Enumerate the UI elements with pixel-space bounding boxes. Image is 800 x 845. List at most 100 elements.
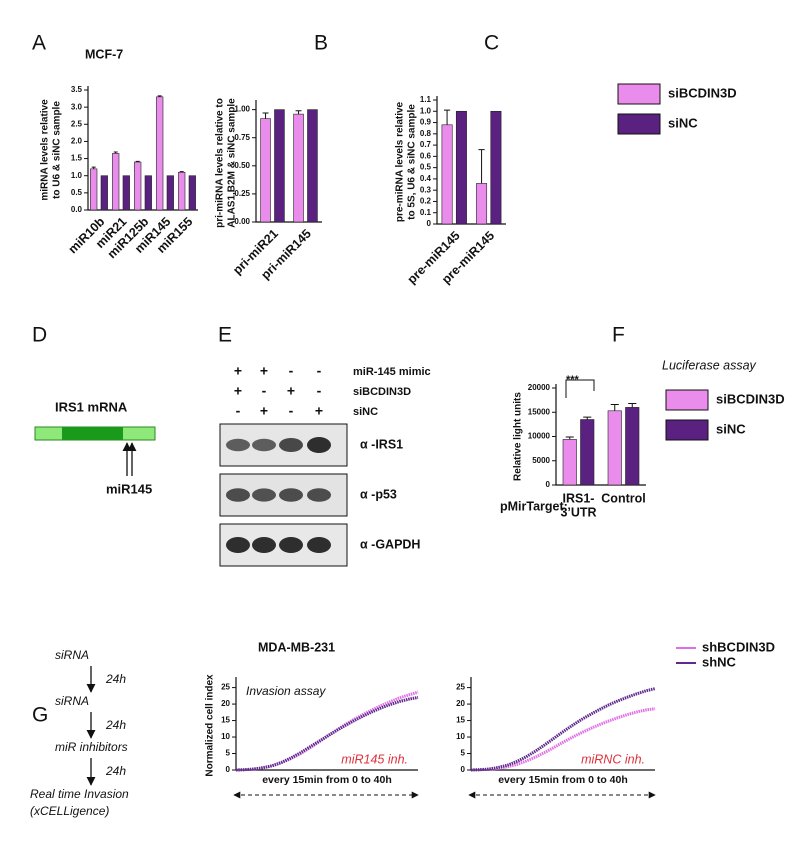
y-tick-label: 0.6 <box>420 151 432 160</box>
step: Real time Invasion <box>30 787 129 801</box>
legend-label: siNC <box>716 421 746 436</box>
x-tick-label: Control <box>601 491 645 505</box>
band <box>279 438 303 452</box>
panel-letter: G <box>32 704 48 727</box>
step: siRNA <box>55 648 89 662</box>
y-tick-label: 0.25 <box>234 189 250 198</box>
legend-swatch <box>617 113 661 135</box>
bar <box>188 175 196 211</box>
band <box>279 488 303 502</box>
y-tick-label: 5 <box>226 749 231 758</box>
chart-title: MCF-7 <box>85 47 123 61</box>
bar <box>441 124 453 225</box>
annotation: miR145 inh. <box>341 752 408 766</box>
band <box>307 488 331 502</box>
x-axis-label: pMirTarget: <box>500 499 568 513</box>
error-bar <box>91 166 96 169</box>
legend-swatch <box>617 83 661 105</box>
y-tick-label: 2.5 <box>71 119 83 128</box>
x-tick-label: 3’UTR <box>560 505 596 519</box>
interval: 24h <box>105 718 126 732</box>
x-tick-label: IRS1- <box>563 491 595 505</box>
annotation: miRNC inh. <box>581 752 645 766</box>
y-tick-label: 1.00 <box>234 105 250 114</box>
mrna-cds <box>62 427 123 440</box>
y-tick-label: 25 <box>221 683 230 692</box>
bar <box>134 161 142 211</box>
legend-label: shBCDIN3D <box>702 639 775 654</box>
bar <box>112 153 120 211</box>
y-tick-label: 25 <box>456 683 465 692</box>
y-tick-label: 1.0 <box>420 106 432 115</box>
y-tick-label: 0.9 <box>420 118 432 127</box>
antibody: α -IRS1 <box>360 437 403 451</box>
error-bar <box>113 151 118 154</box>
error-bar <box>179 171 184 173</box>
y-tick-label: 3.0 <box>71 102 83 111</box>
line <box>235 696 419 772</box>
sign: - <box>317 383 322 399</box>
y-tick-label: 0.7 <box>420 140 432 149</box>
band <box>226 537 250 553</box>
sign: + <box>234 363 242 379</box>
error-bar <box>135 160 140 162</box>
error-bar <box>262 112 269 119</box>
error-bar <box>478 149 485 184</box>
significance-bracket <box>565 379 595 398</box>
annotation: *** <box>566 374 580 386</box>
error-bar <box>295 110 302 115</box>
bar <box>90 168 98 211</box>
y-tick-label: 0.1 <box>420 208 432 217</box>
error-bar <box>628 403 637 408</box>
bar <box>562 439 577 486</box>
y-tick-label: 0.4 <box>420 174 432 183</box>
bar <box>144 175 152 211</box>
y-tick-label: 0 <box>226 765 231 774</box>
row-label: siBCDIN3D <box>353 386 411 398</box>
bar <box>156 96 164 211</box>
y-tick-label: 0.5 <box>71 188 83 197</box>
x-axis-label: every 15min from 0 to 40h <box>498 774 628 786</box>
y-axis-label: miRNA levels relative <box>40 99 51 201</box>
legend-label: shNC <box>702 654 737 669</box>
error-bar <box>565 436 574 440</box>
y-tick-label: 0.50 <box>234 161 250 170</box>
bar <box>178 171 186 211</box>
y-axis-label: ALAS1,B2M & siNC sample <box>227 98 238 228</box>
sign: - <box>289 363 294 379</box>
band <box>252 537 276 553</box>
bar <box>122 175 130 211</box>
step: miR inhibitors <box>55 740 128 754</box>
sign: + <box>260 363 268 379</box>
y-tick-label: 20000 <box>528 383 551 392</box>
band <box>307 437 331 453</box>
bar <box>293 113 304 223</box>
sign: - <box>262 383 267 399</box>
y-tick-label: 0.3 <box>420 185 432 194</box>
sign: + <box>234 383 242 399</box>
bar <box>455 110 467 225</box>
y-tick-label: 3.5 <box>71 85 83 94</box>
y-tick-label: 20 <box>456 699 465 708</box>
bar <box>307 109 318 223</box>
y-tick-label: 0 <box>427 219 432 228</box>
legend-label: siBCDIN3D <box>668 85 737 100</box>
row-label: siNC <box>353 406 378 418</box>
y-tick-label: 15 <box>221 716 230 725</box>
panel-letter: C <box>484 32 499 55</box>
panel-letter: B <box>314 32 328 55</box>
legend-label: siBCDIN3D <box>716 391 785 406</box>
antibody: α -GAPDH <box>360 537 420 551</box>
row-label: miR-145 mimic <box>353 366 431 378</box>
y-tick-label: 2.0 <box>71 137 83 146</box>
y-tick-label: 5 <box>461 749 466 758</box>
y-tick-label: 0 <box>546 480 551 489</box>
mirna-label: miR145 <box>106 481 152 496</box>
line <box>470 687 656 772</box>
y-tick-label: 0.00 <box>234 217 250 226</box>
error-bar <box>443 109 451 125</box>
antibody: α -p53 <box>360 487 397 501</box>
chart-title: MDA-MB-231 <box>258 640 335 654</box>
y-axis-label: to 5S, U6 & siNC sample <box>407 104 418 220</box>
band <box>252 438 276 452</box>
